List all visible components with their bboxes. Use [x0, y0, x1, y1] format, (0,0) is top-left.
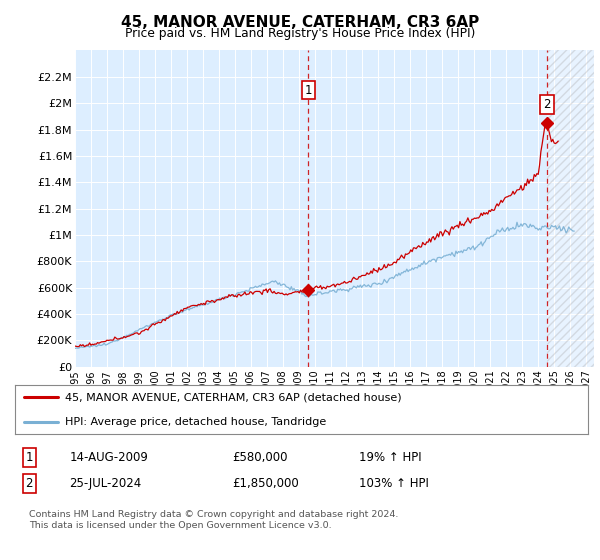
Text: 45, MANOR AVENUE, CATERHAM, CR3 6AP: 45, MANOR AVENUE, CATERHAM, CR3 6AP: [121, 15, 479, 30]
Text: 103% ↑ HPI: 103% ↑ HPI: [359, 477, 428, 490]
Text: £1,850,000: £1,850,000: [233, 477, 299, 490]
Text: 19% ↑ HPI: 19% ↑ HPI: [359, 451, 421, 464]
Text: 2: 2: [26, 477, 33, 490]
Text: £580,000: £580,000: [233, 451, 288, 464]
Text: Price paid vs. HM Land Registry's House Price Index (HPI): Price paid vs. HM Land Registry's House …: [125, 27, 475, 40]
Text: 14-AUG-2009: 14-AUG-2009: [70, 451, 148, 464]
Text: HPI: Average price, detached house, Tandridge: HPI: Average price, detached house, Tand…: [65, 417, 326, 427]
Bar: [547, 50, 594, 367]
Text: 25-JUL-2024: 25-JUL-2024: [70, 477, 142, 490]
Text: Contains HM Land Registry data © Crown copyright and database right 2024.
This d: Contains HM Land Registry data © Crown c…: [29, 510, 398, 530]
Text: 45, MANOR AVENUE, CATERHAM, CR3 6AP (detached house): 45, MANOR AVENUE, CATERHAM, CR3 6AP (det…: [65, 392, 402, 402]
Text: 2: 2: [543, 98, 551, 111]
Text: 1: 1: [305, 83, 312, 96]
Text: 1: 1: [26, 451, 33, 464]
